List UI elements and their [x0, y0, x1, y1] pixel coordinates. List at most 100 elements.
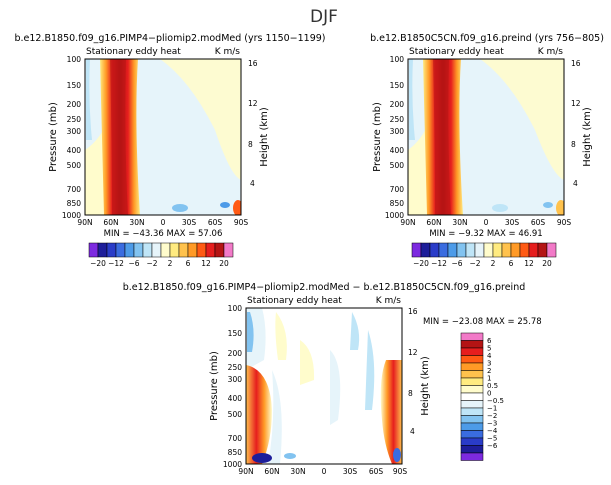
colorbar-label: −2	[487, 412, 497, 420]
colorbar-swatch	[546, 242, 557, 258]
x-tick-label: 90S	[234, 218, 249, 227]
y2-tick-label: 16	[248, 59, 258, 68]
y-axis-label: Pressure (mb)	[372, 102, 383, 172]
y-tick-label: 100	[390, 55, 405, 64]
y-tick-label: 250	[228, 363, 243, 372]
colorbar-swatch	[438, 242, 449, 258]
colorbar-label: 12	[524, 259, 534, 268]
y-tick-label: 200	[67, 100, 82, 109]
colorbar-label: 0.5	[487, 382, 498, 390]
panel-1-field	[85, 59, 241, 215]
colorbar-label: 20	[542, 259, 552, 268]
colorbar-label: 6	[509, 259, 514, 268]
panel-1-y2-axis: 16 12 8 4 Height (km)	[248, 59, 270, 188]
colorbar-swatch	[460, 377, 484, 386]
x-tick-label: 0	[322, 467, 327, 476]
y2-tick-label: 8	[248, 140, 253, 149]
panel-1-x-axis: 90N 60N 30N 0 30S 60S 90S	[77, 218, 248, 227]
x-tick-label: 0	[161, 218, 166, 227]
colorbar-swatch	[510, 242, 521, 258]
colorbar-swatch	[420, 242, 431, 258]
y-tick-label: 1000	[385, 211, 404, 220]
x-tick-label: 60N	[426, 218, 441, 227]
y-tick-label: 250	[390, 115, 405, 124]
x-tick-label: 30N	[452, 218, 467, 227]
y-tick-label: 100	[67, 55, 82, 64]
panel-2-y2-axis: 16 12 8 4 Height (km)	[571, 59, 593, 188]
y-tick-label: 700	[390, 185, 405, 194]
x-tick-label: 90N	[238, 467, 253, 476]
colorbar-label: −6	[128, 259, 139, 268]
y-axis-label: Pressure (mb)	[209, 351, 220, 421]
y-tick-label: 500	[228, 410, 243, 419]
colorbar-swatch	[447, 242, 458, 258]
colorbar-swatch	[460, 400, 484, 409]
colorbar-swatch	[88, 242, 99, 258]
y2-axis-label: Height (km)	[259, 107, 270, 167]
y-tick-label: 200	[390, 100, 405, 109]
colorbar-label: 3	[487, 360, 491, 368]
colorbar-swatch	[460, 437, 484, 446]
x-tick-label: 90S	[557, 218, 572, 227]
panel-1-title: b.e12.B1850.f09_g16.PIMP4−pliomip2.modMe…	[14, 33, 325, 44]
colorbar-label: −0.5	[487, 397, 504, 405]
colorbar-label: −2	[146, 259, 157, 268]
y-tick-label: 300	[228, 375, 243, 384]
colorbar-swatch	[460, 370, 484, 379]
colorbar-label: −3	[487, 420, 497, 428]
panel-2-units: K m/s	[538, 47, 564, 57]
colorbar-label: 0	[487, 390, 491, 398]
panel-3-title: b.e12.B1850.f09_g16.PIMP4−pliomip2.modMe…	[123, 282, 526, 293]
colorbar-swatch	[178, 242, 189, 258]
colorbar-swatch	[460, 445, 484, 454]
colorbar-label: 2	[487, 367, 491, 375]
colorbar-label: −1	[487, 405, 497, 413]
colorbar-swatch	[97, 242, 108, 258]
colorbar-swatch	[411, 242, 422, 258]
y2-tick-label: 8	[571, 140, 576, 149]
colorbar-swatch	[460, 392, 484, 401]
x-tick-label: 60S	[208, 218, 223, 227]
panel-2-y-axis: 100 150 200 250 300 400 500 700 850 1000…	[372, 55, 404, 220]
colorbar-swatch	[460, 407, 484, 416]
y2-tick-label: 4	[410, 427, 415, 436]
colorbar-swatch	[124, 242, 135, 258]
x-tick-label: 60S	[531, 218, 546, 227]
colorbar-label: −6	[487, 442, 498, 450]
y-tick-label: 700	[228, 434, 243, 443]
y-tick-label: 500	[390, 161, 405, 170]
colorbar-swatch	[133, 242, 144, 258]
colorbar-swatch	[169, 242, 180, 258]
y-tick-label: 400	[228, 394, 243, 403]
colorbar-label: −20	[413, 259, 429, 268]
colorbar-swatch	[537, 242, 548, 258]
x-tick-label: 60N	[264, 467, 279, 476]
x-tick-label: 30N	[129, 218, 144, 227]
colorbar-label: 6	[487, 337, 492, 345]
y-tick-label: 150	[228, 329, 243, 338]
y-tick-label: 100	[228, 304, 243, 313]
colorbar-swatch	[519, 242, 530, 258]
y-tick-label: 700	[67, 185, 82, 194]
colorbar-swatch	[106, 242, 117, 258]
colorbar-swatch	[460, 422, 484, 431]
x-tick-label: 60N	[103, 218, 118, 227]
colorbar-swatch	[460, 430, 484, 439]
y2-tick-label: 12	[248, 99, 258, 108]
colorbar-swatch	[465, 242, 476, 258]
colorbar-label: −12	[431, 259, 447, 268]
colorbar-label: 12	[201, 259, 211, 268]
y-tick-label: 300	[390, 127, 405, 136]
colorbar-swatch	[460, 355, 484, 364]
panel-1-subtitle: Stationary eddy heat	[86, 47, 181, 57]
panel-1: b.e12.B1850.f09_g16.PIMP4−pliomip2.modMe…	[14, 33, 325, 268]
panel-3-subtitle: Stationary eddy heat	[247, 296, 342, 306]
y2-tick-label: 8	[408, 389, 413, 398]
colorbar-swatch	[214, 242, 225, 258]
panel-2: b.e12.B1850C5CN.f09_g16.preind (yrs 756−…	[370, 33, 604, 268]
y2-tick-label: 16	[571, 59, 581, 68]
y-tick-label: 1000	[62, 211, 81, 220]
panel-3-frame	[245, 307, 403, 465]
